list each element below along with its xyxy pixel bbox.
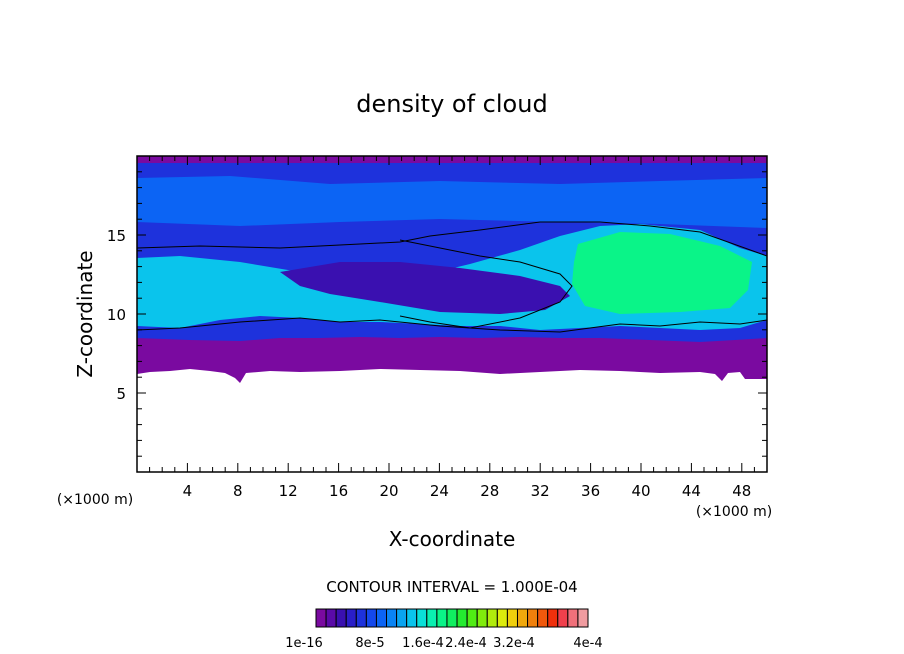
colorbar-label: 1e-16	[285, 636, 323, 651]
colorbar-swatch	[466, 608, 478, 628]
colorbar-labels: 1e-16 8e-5 1.6e-4 2.4e-4 3.2e-4 4e-4	[285, 636, 602, 651]
x-tick-label: 4	[183, 482, 193, 500]
y-axis-label: Z-coordinate	[73, 250, 97, 377]
cloud-layer-dark-tongue	[280, 262, 570, 314]
colorbar-swatch	[406, 608, 418, 628]
y-unit-label: (×1000 m)	[57, 492, 133, 508]
x-axis-ticks: 4 8 12 16 20 24 28 32 36 40 44 48	[149, 156, 755, 500]
colorbar-swatch	[496, 608, 508, 628]
contour-line	[137, 317, 767, 333]
colorbar-label: 4e-4	[573, 636, 602, 651]
colorbar-label: 2.4e-4	[445, 636, 487, 651]
plot-field	[137, 156, 767, 472]
colorbar-label: 1.6e-4	[402, 636, 444, 651]
colorbar-swatch	[365, 608, 377, 628]
colorbar-swatch	[426, 608, 438, 628]
chart-title: density of cloud	[356, 90, 547, 118]
x-tick-label: 8	[233, 482, 243, 500]
colorbar-swatch	[486, 608, 498, 628]
colorbar-swatch	[476, 608, 488, 628]
x-tick-label: 24	[430, 482, 449, 500]
x-tick-label: 32	[531, 482, 550, 500]
colorbar-swatch	[315, 608, 327, 628]
colorbar-swatch	[516, 608, 529, 628]
colorbar-swatch	[436, 608, 448, 628]
x-tick-label: 28	[480, 482, 499, 500]
colorbar-swatch	[547, 608, 559, 628]
colorbar-swatch	[446, 608, 458, 628]
colorbar-swatch	[527, 608, 539, 628]
colorbar-swatch	[375, 608, 388, 628]
y-tick-label: 5	[116, 385, 126, 403]
colorbar-swatch	[416, 608, 428, 628]
x-tick-label: 36	[581, 482, 600, 500]
colorbar-swatch	[577, 608, 589, 628]
contour-interval-text: CONTOUR INTERVAL = 1.000E-04	[326, 578, 577, 596]
colorbar-swatch	[456, 608, 468, 628]
x-tick-label: 20	[379, 482, 398, 500]
contour-line	[399, 239, 573, 329]
colorbar-swatch	[567, 608, 579, 628]
x-axis-label: X-coordinate	[389, 527, 516, 551]
colorbar-swatch	[345, 608, 357, 628]
colorbar-swatch	[355, 608, 367, 628]
contour-line	[137, 221, 767, 257]
x-tick-label: 48	[732, 482, 751, 500]
x-tick-label: 16	[329, 482, 348, 500]
colorbar	[315, 608, 589, 628]
colorbar-swatch	[386, 608, 398, 628]
cloud-layer-blue	[137, 176, 767, 228]
colorbar-swatch	[325, 608, 337, 628]
x-tick-label: 40	[631, 482, 650, 500]
colorbar-label: 3.2e-4	[493, 636, 535, 651]
colorbar-swatch	[335, 608, 347, 628]
x-unit-label: (×1000 m)	[696, 504, 772, 520]
colorbar-swatch	[396, 608, 408, 628]
x-tick-label: 44	[682, 482, 701, 500]
x-tick-label: 12	[279, 482, 298, 500]
cloud-core-green	[572, 232, 752, 314]
colorbar-swatch	[557, 608, 569, 628]
colorbar-swatch	[537, 608, 549, 628]
y-tick-label: 10	[107, 306, 126, 324]
colorbar-label: 8e-5	[355, 636, 384, 651]
y-tick-label: 15	[107, 227, 126, 245]
y-axis-ticks: 5 10 15	[107, 171, 767, 457]
colorbar-swatch	[506, 608, 518, 628]
